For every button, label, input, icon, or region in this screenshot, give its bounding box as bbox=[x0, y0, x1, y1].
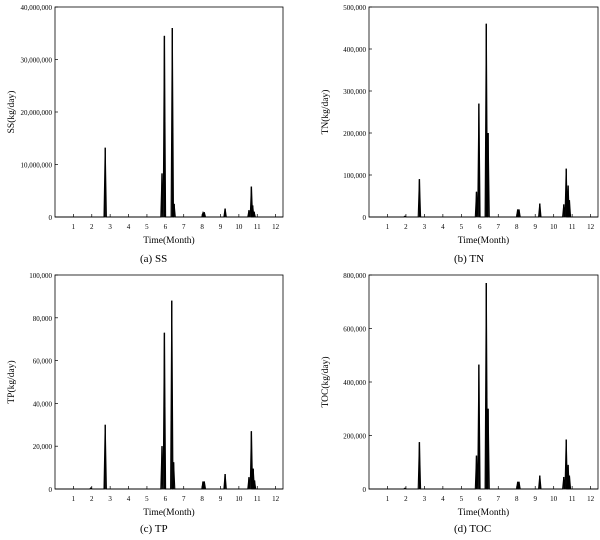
ss-xtick-label: 8 bbox=[200, 223, 204, 231]
tn-ytick-label: 200,000 bbox=[343, 130, 366, 138]
toc-xtick-label: 6 bbox=[478, 495, 482, 503]
ss-series-line bbox=[55, 27, 283, 218]
tp-ytick-label: 60,000 bbox=[33, 358, 53, 366]
tp-xtick-label: 8 bbox=[200, 495, 204, 503]
tp-xtick-label: 5 bbox=[145, 495, 149, 503]
tn-ytick-label: 300,000 bbox=[343, 88, 366, 96]
toc-ytick-label: 800,000 bbox=[343, 272, 366, 280]
ss-x-axis-label: Time(Month) bbox=[143, 235, 194, 246]
ss-xtick-label: 6 bbox=[164, 223, 168, 231]
toc-ytick-label: 0 bbox=[363, 486, 367, 494]
tn-series-line bbox=[369, 23, 598, 218]
ss-ytick-label: 0 bbox=[49, 214, 53, 222]
ss-xtick-label: 11 bbox=[254, 223, 261, 231]
toc-xtick-label: 5 bbox=[460, 495, 464, 503]
tn-xtick-label: 2 bbox=[404, 223, 408, 231]
tn-xtick-label: 8 bbox=[515, 223, 519, 231]
tp-plot-frame bbox=[54, 274, 284, 490]
ss-xtick-label: 1 bbox=[72, 223, 76, 231]
tp-ytick-label: 40,000 bbox=[33, 400, 53, 408]
tn-y-axis-label: TN(kg/day) bbox=[320, 90, 331, 135]
tn-xtick-label: 4 bbox=[441, 223, 445, 231]
toc-xtick-label: 8 bbox=[515, 495, 519, 503]
ss-xtick-label: 4 bbox=[127, 223, 131, 231]
tp-xtick-label: 2 bbox=[90, 495, 94, 503]
tp-xtick-label: 7 bbox=[182, 495, 186, 503]
tn-x-axis-label: Time(Month) bbox=[458, 235, 509, 246]
tp-series-line bbox=[55, 300, 283, 490]
toc-series-line bbox=[369, 282, 598, 490]
tn-xtick-label: 6 bbox=[478, 223, 482, 231]
tn-ytick-label: 500,000 bbox=[343, 4, 366, 12]
toc-caption: (d) TOC bbox=[454, 523, 491, 535]
tn-ytick-label: 0 bbox=[363, 214, 367, 222]
toc-xtick-label: 9 bbox=[533, 495, 537, 503]
ss-xtick-label: 3 bbox=[108, 223, 112, 231]
toc-xtick-label: 1 bbox=[386, 495, 390, 503]
tn-caption: (b) TN bbox=[454, 253, 484, 265]
ss-ytick-label: 30,000,000 bbox=[21, 57, 53, 65]
tn-plot-frame bbox=[368, 6, 599, 218]
tn-xtick-label: 10 bbox=[550, 223, 558, 231]
tp-xtick-label: 4 bbox=[127, 495, 131, 503]
tn-xtick-label: 5 bbox=[460, 223, 464, 231]
toc-xtick-label: 4 bbox=[441, 495, 445, 503]
ss-ytick-label: 20,000,000 bbox=[21, 109, 53, 117]
ss-xtick-label: 2 bbox=[90, 223, 94, 231]
tp-ytick-label: 80,000 bbox=[33, 315, 53, 323]
tn-ytick-label: 100,000 bbox=[343, 172, 366, 180]
ss-xtick-label: 12 bbox=[272, 223, 280, 231]
tn-xtick-label: 9 bbox=[533, 223, 537, 231]
tn-xtick-label: 7 bbox=[497, 223, 501, 231]
ss-ytick-label: 10,000,000 bbox=[21, 162, 53, 170]
tp-ytick-label: 0 bbox=[49, 486, 53, 494]
ss-caption: (a) SS bbox=[140, 253, 167, 265]
toc-ytick-label: 200,000 bbox=[343, 433, 366, 441]
toc-xtick-label: 7 bbox=[497, 495, 501, 503]
ss-y-axis-label: SS(kg/day) bbox=[6, 91, 17, 134]
tp-ytick-label: 100,000 bbox=[29, 272, 52, 280]
toc-xtick-label: 2 bbox=[404, 495, 408, 503]
tn-xtick-label: 11 bbox=[569, 223, 576, 231]
tp-xtick-label: 9 bbox=[219, 495, 223, 503]
tp-xtick-label: 11 bbox=[254, 495, 261, 503]
toc-xtick-label: 3 bbox=[423, 495, 427, 503]
tn-ytick-label: 400,000 bbox=[343, 46, 366, 54]
ss-xtick-label: 10 bbox=[235, 223, 243, 231]
tp-y-axis-label: TP(kg/day) bbox=[6, 360, 17, 403]
tp-xtick-label: 1 bbox=[72, 495, 76, 503]
toc-xtick-label: 10 bbox=[550, 495, 558, 503]
tn-xtick-label: 1 bbox=[386, 223, 390, 231]
tp-x-axis-label: Time(Month) bbox=[143, 507, 194, 518]
tp-ytick-label: 20,000 bbox=[33, 443, 53, 451]
ss-xtick-label: 7 bbox=[182, 223, 186, 231]
ss-xtick-label: 5 bbox=[145, 223, 149, 231]
toc-xtick-label: 12 bbox=[587, 495, 595, 503]
tn-xtick-label: 12 bbox=[587, 223, 595, 231]
tp-xtick-label: 6 bbox=[164, 495, 168, 503]
toc-ytick-label: 600,000 bbox=[343, 326, 366, 334]
tp-xtick-label: 10 bbox=[235, 495, 243, 503]
tp-xtick-label: 12 bbox=[272, 495, 280, 503]
tp-xtick-label: 3 bbox=[108, 495, 112, 503]
toc-x-axis-label: Time(Month) bbox=[458, 507, 509, 518]
tp-caption: (c) TP bbox=[140, 523, 168, 535]
ss-xtick-label: 9 bbox=[219, 223, 223, 231]
tn-xtick-label: 3 bbox=[423, 223, 427, 231]
ss-plot-frame bbox=[54, 6, 284, 218]
toc-ytick-label: 400,000 bbox=[343, 379, 366, 387]
toc-xtick-label: 11 bbox=[569, 495, 576, 503]
ss-panel: 0 10,000,000 20,000,000 30,000,000 40,000,00… bbox=[6, 4, 284, 265]
ss-ytick-label: 40,000,000 bbox=[21, 4, 53, 12]
toc-y-axis-label: TOC(kg/day) bbox=[320, 356, 331, 407]
toc-plot-frame bbox=[368, 274, 599, 490]
